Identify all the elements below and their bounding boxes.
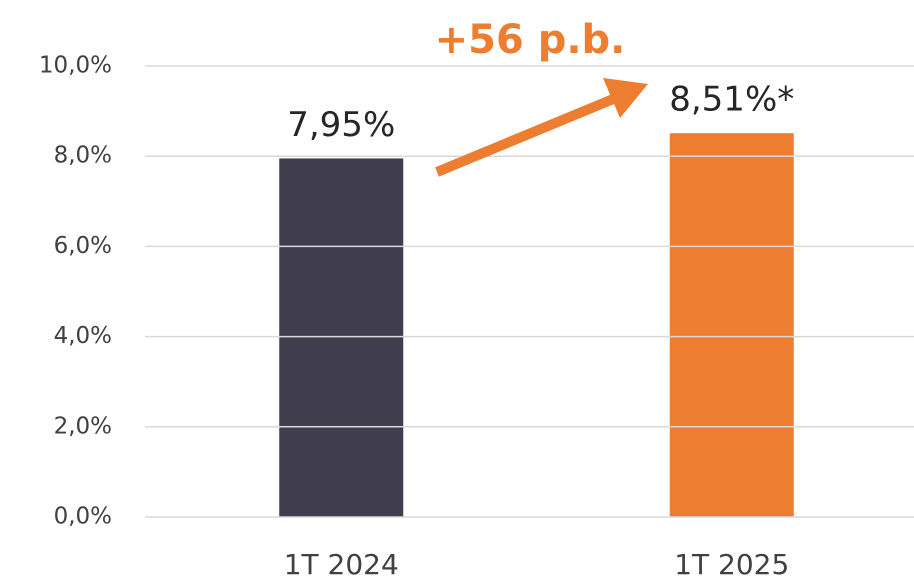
arrow <box>435 78 648 177</box>
value-label: 8,51%* <box>669 80 794 120</box>
x-tick-label: 1T 2024 <box>284 548 399 581</box>
x-tick-label: 1T 2025 <box>674 548 789 581</box>
y-tick-label: 4,0% <box>54 323 112 349</box>
y-tick-label: 2,0% <box>54 413 112 439</box>
y-tick-label: 10,0% <box>39 53 112 79</box>
bar <box>669 133 794 517</box>
bar <box>279 158 404 517</box>
arrow-head <box>603 78 648 118</box>
y-tick-label: 0,0% <box>54 504 112 530</box>
y-tick-label: 8,0% <box>54 143 112 169</box>
annotation: +56 p.b. <box>435 17 626 63</box>
y-tick-label: 6,0% <box>54 233 112 259</box>
arrow-shaft <box>435 92 620 177</box>
value-label: 7,95% <box>287 105 395 145</box>
